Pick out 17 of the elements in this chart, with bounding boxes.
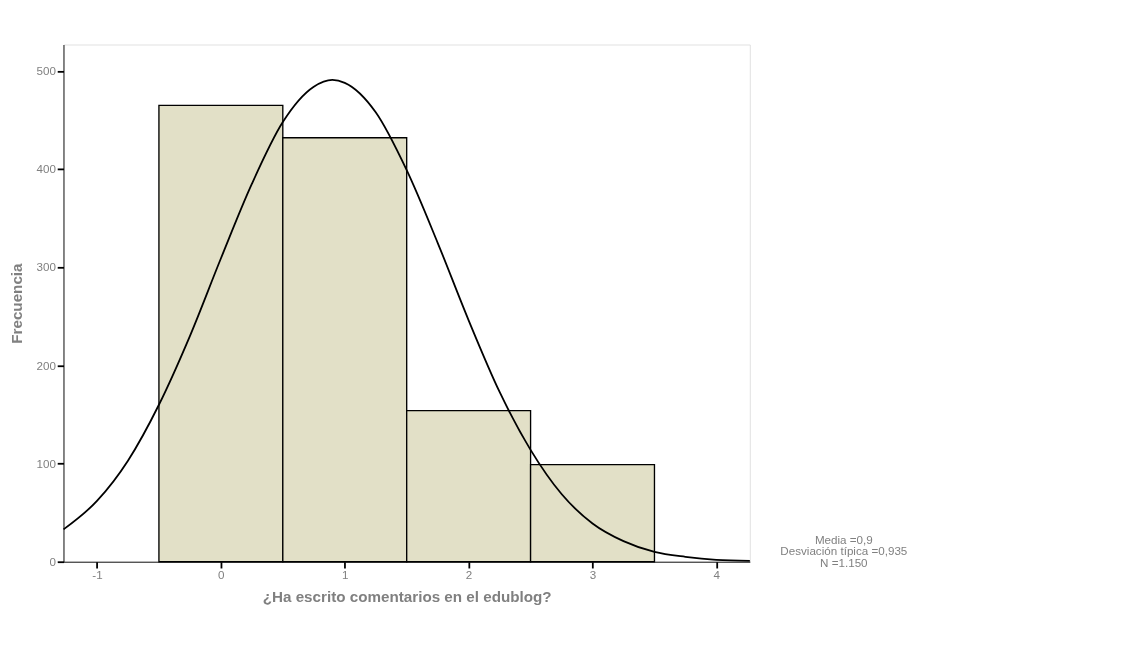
text: Desviación típica =0,935 <box>780 544 908 558</box>
y-tick-label: 300 <box>36 260 57 274</box>
x-tick-label: 4 <box>713 568 721 582</box>
y-tick-label: 0 <box>49 554 57 568</box>
y-tick-label: 200 <box>36 358 57 372</box>
text: N =1.150 <box>820 556 869 570</box>
text: Media =0,9 <box>814 532 873 546</box>
y-tick-label: 500 <box>36 64 57 78</box>
y-tick-label: 100 <box>36 456 57 470</box>
x-tick-label: -1 <box>92 568 103 582</box>
x-tick-label: 1 <box>341 568 349 582</box>
x-tick-label: 3 <box>589 568 597 582</box>
x-tick-label: 0 <box>218 568 226 582</box>
y-axis-title: Frecuencia <box>8 262 26 344</box>
y-tick-label: 400 <box>36 162 57 176</box>
x-axis-title: ¿Ha escrito comentarios en el edublog? <box>262 588 552 606</box>
x-tick-label: 2 <box>465 568 473 582</box>
